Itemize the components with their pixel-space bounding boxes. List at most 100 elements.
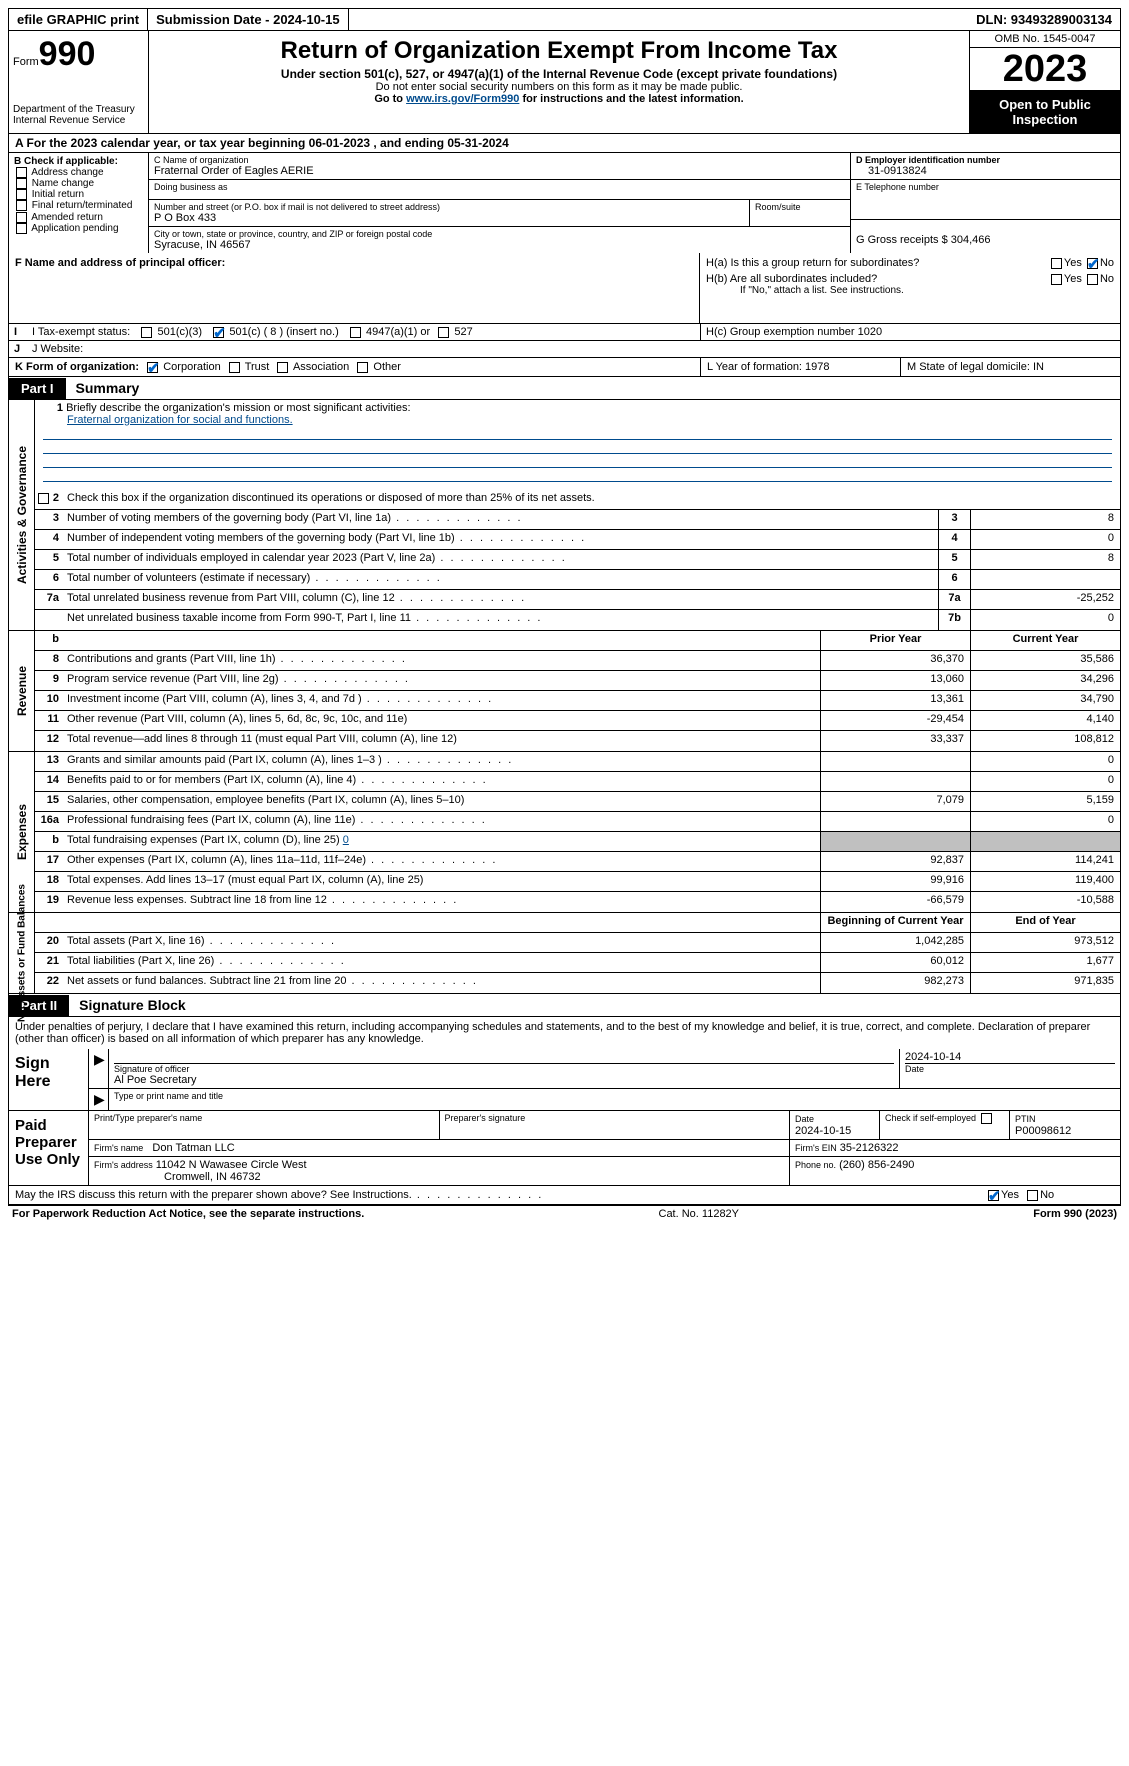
g-gross-receipts: G Gross receipts $ 304,466 <box>856 234 1115 246</box>
exp-sidelabel: Expenses <box>15 804 29 860</box>
e-phone-label: E Telephone number <box>856 182 1115 192</box>
form-title: Return of Organization Exempt From Incom… <box>157 37 961 65</box>
principal-h-block: F Name and address of principal officer:… <box>8 253 1121 324</box>
hb-yes-cb[interactable] <box>1051 274 1062 285</box>
submission-date: Submission Date - 2024-10-15 <box>148 9 349 30</box>
l22-end: 971,835 <box>970 973 1120 993</box>
cb-final-return[interactable]: Final return/terminated <box>14 200 143 211</box>
l3-val: 8 <box>970 510 1120 529</box>
ha-label: H(a) Is this a group return for subordin… <box>706 257 919 269</box>
prep-phone: (260) 856-2490 <box>839 1159 914 1171</box>
expenses-section: Expenses 13Grants and similar amounts pa… <box>8 752 1121 913</box>
l7b-desc: Net unrelated business taxable income fr… <box>63 610 938 630</box>
l12-desc: Total revenue—add lines 8 through 11 (mu… <box>63 731 820 751</box>
cb-4947[interactable] <box>350 327 361 338</box>
l-year: L Year of formation: 1978 <box>700 358 900 376</box>
l14-curr: 0 <box>970 772 1120 791</box>
hb-label: H(b) Are all subordinates included? <box>706 273 877 285</box>
firm-addr1: 11042 N Wawasee Circle West <box>156 1159 307 1171</box>
cb-501c3[interactable] <box>141 327 152 338</box>
cb-501c[interactable] <box>213 327 224 338</box>
firm-name: Don Tatman LLC <box>152 1142 234 1154</box>
l16b-val: 0 <box>343 834 349 846</box>
sig-date-label: Date <box>905 1063 1115 1074</box>
revenue-section: Revenue bPrior YearCurrent Year 8Contrib… <box>8 631 1121 752</box>
ha-no-cb[interactable] <box>1087 258 1098 269</box>
discuss-yes-cb[interactable] <box>988 1190 999 1201</box>
cb-self-employed[interactable] <box>981 1113 992 1124</box>
firm-addr-label: Firm's address <box>94 1160 153 1170</box>
officer-name: Al Poe Secretary <box>114 1074 894 1086</box>
org-name: Fraternal Order of Eagles AERIE <box>154 165 845 177</box>
form-word: Form <box>13 56 39 68</box>
mission-text: Fraternal organization for social and fu… <box>67 414 293 426</box>
form990-link[interactable]: www.irs.gov/Form990 <box>406 93 519 105</box>
hb-note: If "No," attach a list. See instructions… <box>740 285 1114 296</box>
cb-application-pending[interactable]: Application pending <box>14 223 143 234</box>
omb-number: OMB No. 1545-0047 <box>970 31 1120 48</box>
prep-name-label: Print/Type preparer's name <box>89 1111 440 1139</box>
l10-curr: 34,790 <box>970 691 1120 710</box>
l10-prior: 13,361 <box>820 691 970 710</box>
cb-initial-return[interactable]: Initial return <box>14 189 143 200</box>
hb-no-cb[interactable] <box>1087 274 1098 285</box>
ha-yes-cb[interactable] <box>1051 258 1062 269</box>
cb-527[interactable] <box>438 327 449 338</box>
ptin-label: PTIN <box>1015 1114 1036 1124</box>
l20-desc: Total assets (Part X, line 16) <box>63 933 820 952</box>
city-label: City or town, state or province, country… <box>154 229 845 239</box>
hc-label: H(c) Group exemption number 1020 <box>700 324 1120 340</box>
type-name-label: Type or print name and title <box>109 1089 1120 1110</box>
j-label: J Website: <box>32 343 83 355</box>
l8-prior: 36,370 <box>820 651 970 670</box>
l21-begin: 60,012 <box>820 953 970 972</box>
l13-curr: 0 <box>970 752 1120 771</box>
section-b-heading: B Check if applicable: <box>14 156 143 167</box>
l12-curr: 108,812 <box>970 731 1120 751</box>
sign-here-label: Sign Here <box>9 1049 89 1110</box>
l4-val: 0 <box>970 530 1120 549</box>
cb-discontinued[interactable] <box>38 493 49 504</box>
footer-right: Form 990 (2023) <box>1033 1208 1117 1220</box>
l12-prior: 33,337 <box>820 731 970 751</box>
addr-label: Number and street (or P.O. box if mail i… <box>154 202 744 212</box>
form-note1: Do not enter social security numbers on … <box>157 81 961 93</box>
f-label: F Name and address of principal officer: <box>15 257 225 269</box>
governance-section: Activities & Governance 1 Briefly descri… <box>8 400 1121 631</box>
l22-desc: Net assets or fund balances. Subtract li… <box>63 973 820 993</box>
gov-sidelabel: Activities & Governance <box>15 446 29 584</box>
ein-value: 31-0913824 <box>856 165 1115 177</box>
cb-trust[interactable] <box>229 362 240 373</box>
cb-name-change[interactable]: Name change <box>14 178 143 189</box>
prep-date: 2024-10-15 <box>795 1125 851 1137</box>
cb-amended-return[interactable]: Amended return <box>14 212 143 223</box>
cb-assoc[interactable] <box>277 362 288 373</box>
l17-desc: Other expenses (Part IX, column (A), lin… <box>63 852 820 871</box>
l5-val: 8 <box>970 550 1120 569</box>
city-value: Syracuse, IN 46567 <box>154 239 845 251</box>
l6-desc: Total number of volunteers (estimate if … <box>63 570 938 589</box>
prep-sig-label: Preparer's signature <box>440 1111 791 1139</box>
l21-end: 1,677 <box>970 953 1120 972</box>
l17-curr: 114,241 <box>970 852 1120 871</box>
entity-block: B Check if applicable: Address change Na… <box>8 153 1121 253</box>
part1-header: Part I Summary <box>8 377 1121 400</box>
part2-header: Part II Signature Block <box>8 994 1121 1017</box>
l17-prior: 92,837 <box>820 852 970 871</box>
l16b-desc: Total fundraising expenses (Part IX, col… <box>67 834 343 846</box>
cb-corp[interactable] <box>147 362 158 373</box>
l16a-desc: Professional fundraising fees (Part IX, … <box>63 812 820 831</box>
k-label: K Form of organization: <box>15 361 139 373</box>
l13-desc: Grants and similar amounts paid (Part IX… <box>63 752 820 771</box>
l8-desc: Contributions and grants (Part VIII, lin… <box>63 651 820 670</box>
discuss-no-cb[interactable] <box>1027 1190 1038 1201</box>
cb-address-change[interactable]: Address change <box>14 167 143 178</box>
firm-ein: 35-2126322 <box>840 1142 899 1154</box>
room-label: Room/suite <box>755 202 845 212</box>
cb-other[interactable] <box>357 362 368 373</box>
current-year-hdr: Current Year <box>970 631 1120 650</box>
sig-date: 2024-10-14 <box>905 1051 1115 1063</box>
phone-label: Phone no. <box>795 1160 836 1170</box>
l1-desc: Briefly describe the organization's miss… <box>66 402 410 414</box>
firm-ein-label: Firm's EIN <box>795 1143 837 1153</box>
